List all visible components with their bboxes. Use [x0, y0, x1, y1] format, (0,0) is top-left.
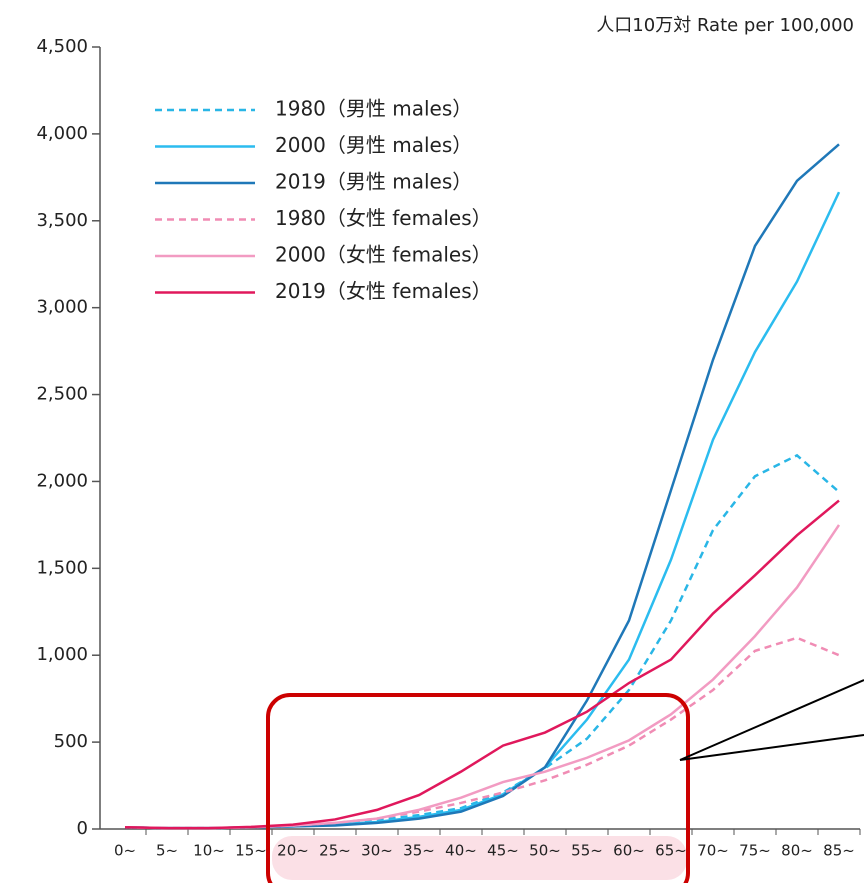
x-tick-label: 25~ — [319, 842, 351, 860]
x-tick-label: 30~ — [361, 842, 393, 860]
x-tick-label: 65~ — [655, 842, 687, 860]
y-tick-label: 1,000 — [36, 644, 88, 665]
y-tick-label: 0 — [77, 818, 88, 839]
callout-line — [679, 734, 864, 761]
x-tick-label: 55~ — [571, 842, 603, 860]
callout-line — [679, 679, 864, 761]
x-tick-label: 35~ — [403, 842, 435, 860]
x-tick-label: 50~ — [529, 842, 561, 860]
x-tick-label: 15~ — [235, 842, 267, 860]
x-tick-label: 80~ — [781, 842, 813, 860]
legend-label: 2019（男性 males） — [275, 170, 472, 194]
y-tick-label: 500 — [54, 731, 88, 752]
y-tick-label: 2,500 — [36, 384, 88, 405]
x-tick-label: 75~ — [739, 842, 771, 860]
x-tick-label: 60~ — [613, 842, 645, 860]
x-tick-label: 0~ — [114, 842, 136, 860]
x-tick-label: 5~ — [156, 842, 178, 860]
y-tick-label: 3,000 — [36, 297, 88, 318]
legend-label: 1980（女性 females） — [275, 206, 492, 230]
legend-label: 2019（女性 females） — [275, 279, 492, 303]
x-tick-label: 45~ — [487, 842, 519, 860]
x-tick-label: 70~ — [697, 842, 729, 860]
line — [124, 524, 841, 830]
line — [124, 499, 840, 830]
legend-label: 2000（女性 females） — [275, 243, 492, 267]
plot: 0 500 1,000 1,500 2,000 2,500 3,000 3,500 4,000 4… — [36, 36, 861, 860]
y-tick-label: 3,500 — [36, 210, 88, 231]
annotation-box — [266, 693, 690, 887]
x-tick-label: 10~ — [193, 842, 225, 860]
x-tick-label: 85~ — [823, 842, 855, 860]
chart-title: 人口10万対 Rate per 100,000 — [596, 15, 854, 36]
x-tick-label: 40~ — [445, 842, 477, 860]
highlight — [272, 836, 687, 880]
line — [124, 453, 840, 830]
y-tick-label: 1,500 — [36, 557, 88, 578]
y-tick-label: 4,000 — [36, 123, 88, 144]
y-tick-label: 2,000 — [36, 470, 88, 491]
legend-label: 1980（男性 males） — [275, 97, 472, 121]
line — [124, 636, 840, 830]
x-tick-label: 20~ — [277, 842, 309, 860]
y-tick-label: 4,500 — [36, 36, 88, 57]
legend-label: 2000（男性 males） — [275, 133, 472, 157]
